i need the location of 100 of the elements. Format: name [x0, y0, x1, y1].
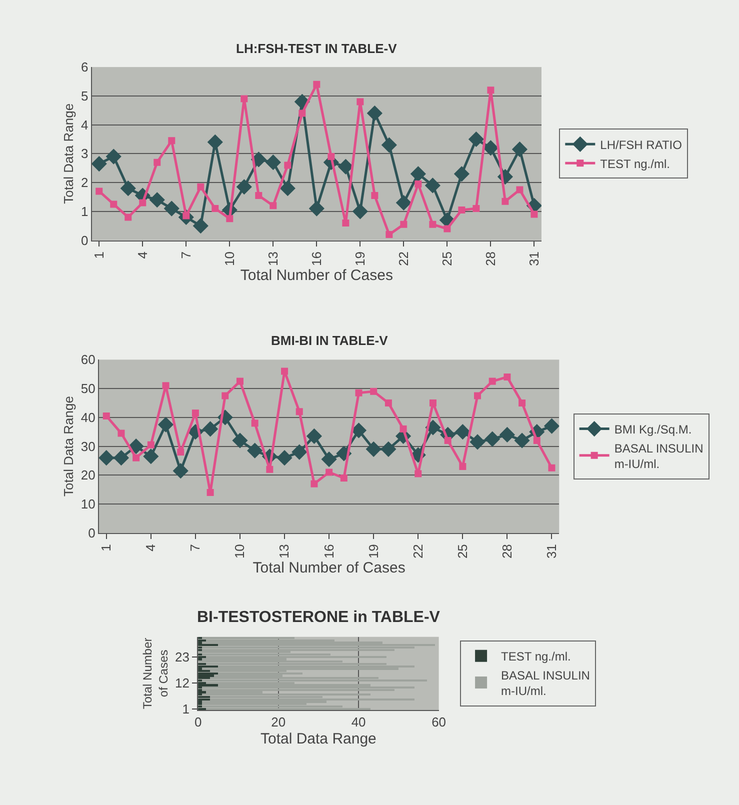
y-tick-label: 10 [80, 496, 96, 512]
point [400, 220, 408, 228]
x-tick-label: 10 [222, 252, 237, 266]
point [118, 430, 125, 437]
bar [198, 658, 202, 660]
point [414, 180, 422, 188]
point [454, 424, 470, 440]
point [454, 166, 470, 182]
point [102, 412, 110, 420]
point [396, 194, 412, 211]
point [470, 434, 486, 450]
point [468, 131, 484, 148]
legend-label: BASAL INSULIN m-IU/ml. [501, 668, 590, 698]
point [96, 188, 103, 195]
point [328, 153, 335, 160]
bar [198, 698, 210, 700]
point [265, 154, 281, 170]
point [444, 437, 452, 444]
point [270, 202, 277, 210]
x-tick-label: 40 [351, 714, 366, 730]
point [124, 214, 132, 221]
y-tick-label: 0 [88, 525, 96, 540]
x-tick-label: 31 [526, 252, 542, 266]
point [504, 373, 511, 380]
y-tick-label: 60 [80, 352, 96, 368]
point [512, 142, 528, 158]
x-tick-label: 1 [91, 252, 106, 259]
point [113, 450, 130, 466]
point [342, 219, 350, 226]
x-tick-label: 19 [352, 252, 368, 266]
point [284, 162, 292, 169]
point [499, 426, 515, 443]
point [352, 204, 368, 220]
x-axis-title: Total Number of Cases [252, 560, 406, 577]
chart-title: LH:FSH-TEST IN TABLE-V [236, 41, 398, 56]
point [386, 231, 393, 238]
bar [206, 708, 371, 710]
x-tick-label: 28 [482, 252, 498, 266]
point [306, 428, 322, 444]
point [366, 105, 382, 122]
x-tick-label: 4 [143, 544, 158, 552]
point [530, 210, 538, 218]
point [222, 392, 229, 400]
x-tick-label: 7 [178, 252, 194, 259]
x-tick-label: 1 [98, 544, 114, 552]
x-tick-label: 4 [134, 252, 150, 259]
point [158, 416, 174, 432]
point [366, 441, 382, 457]
point [371, 192, 378, 200]
bar [198, 674, 214, 677]
point [255, 192, 262, 200]
x-tick-label: 20 [271, 714, 286, 730]
point [206, 488, 214, 496]
y-tick-label: 2 [81, 175, 88, 190]
point [197, 183, 204, 190]
point [459, 462, 466, 470]
point [172, 463, 188, 479]
y-tick-label: 4 [81, 117, 88, 132]
x-tick-label: 22 [410, 544, 426, 559]
point [370, 388, 378, 395]
point [488, 378, 496, 385]
point [212, 205, 219, 212]
point [533, 437, 540, 444]
point [296, 408, 303, 416]
point [192, 410, 199, 417]
x-tick-label: 13 [265, 252, 280, 266]
bar [198, 644, 218, 646]
point [321, 451, 337, 468]
point [313, 80, 320, 88]
point [128, 438, 144, 454]
point [502, 198, 509, 205]
point [429, 399, 436, 406]
y-tick-label: 3 [81, 146, 88, 162]
x-tick-label: 13 [276, 544, 292, 559]
x-tick-label: 16 [321, 544, 336, 559]
point [414, 470, 422, 478]
x-tick-label: 28 [499, 544, 514, 559]
point [514, 432, 530, 448]
y-axis-title: Total Data Range [60, 396, 76, 496]
point [143, 448, 159, 464]
y-tick-label: 5 [81, 88, 88, 104]
x-tick-label: 19 [366, 544, 381, 559]
y-tick-label: 6 [81, 60, 88, 75]
point [139, 199, 146, 206]
point [544, 418, 560, 434]
y-axis-title: Total Data Range [60, 103, 76, 204]
point [400, 425, 407, 432]
y-tick-label: 1 [182, 701, 190, 716]
point [192, 218, 208, 234]
legend-label: BMI Kg./Sq.M. [614, 422, 692, 436]
point [168, 137, 176, 144]
y-tick-label: 20 [80, 468, 96, 483]
point [110, 200, 118, 208]
point [147, 441, 154, 448]
point [207, 134, 223, 150]
point [236, 378, 244, 385]
point [251, 420, 258, 427]
point [310, 480, 318, 488]
point [410, 166, 426, 182]
point [247, 442, 263, 458]
